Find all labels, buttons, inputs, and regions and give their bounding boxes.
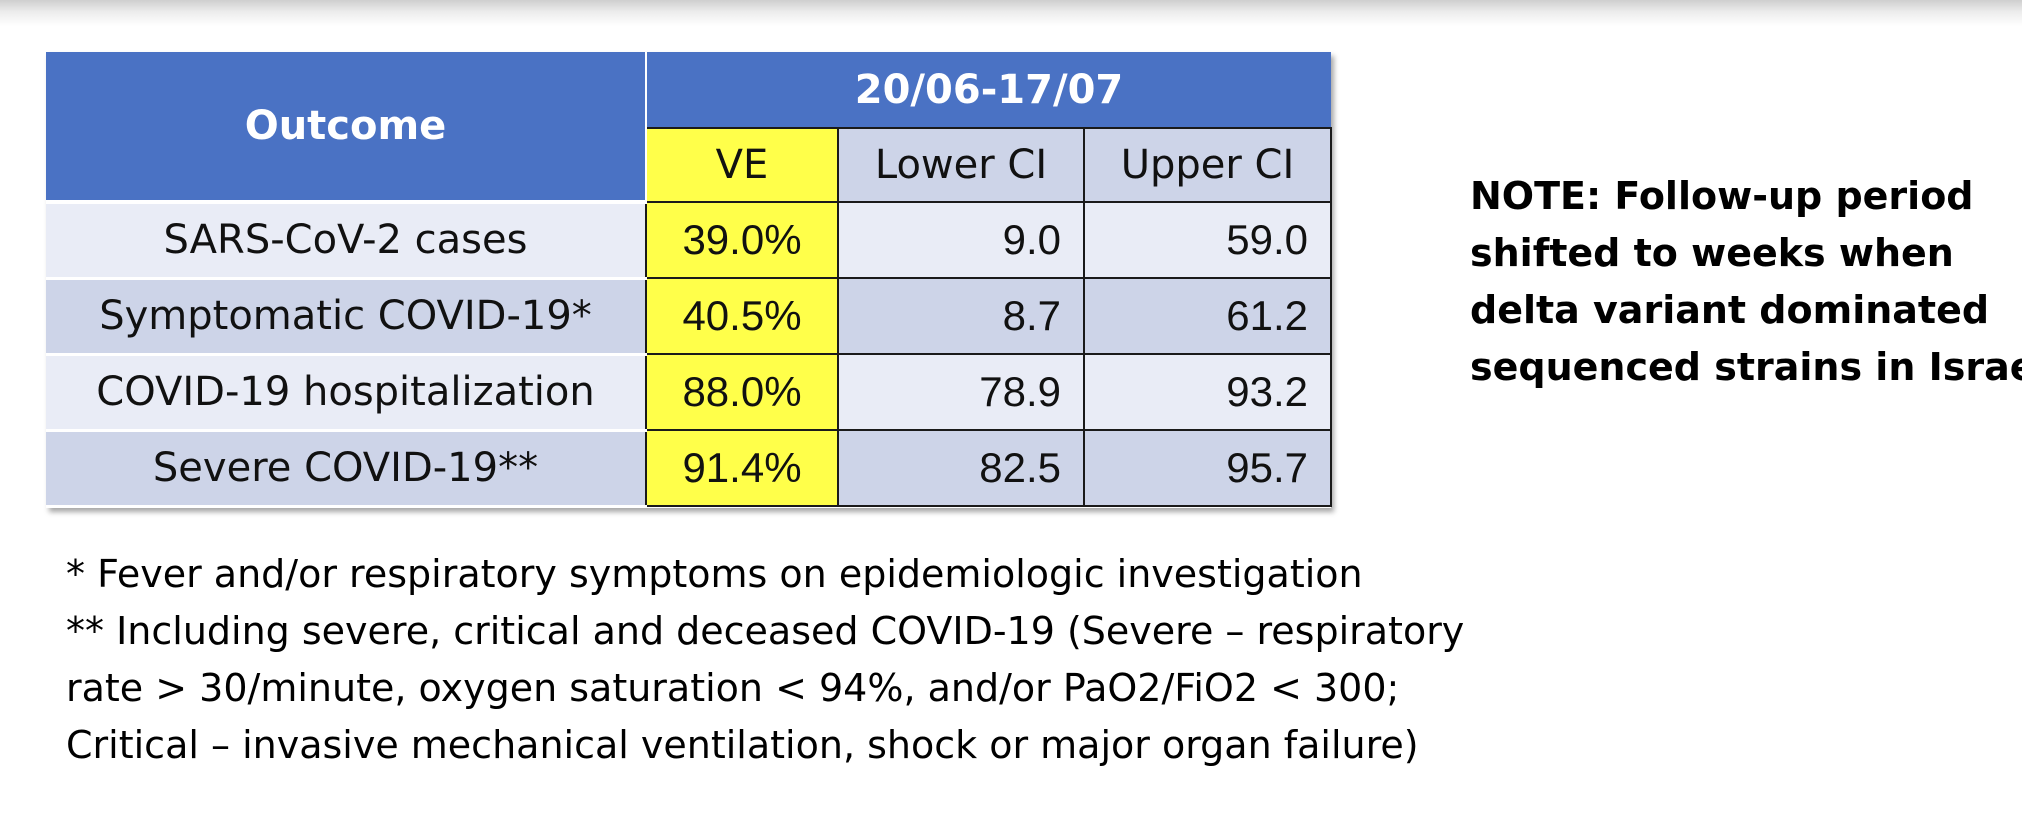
lower-ci-header: Lower CI (837, 127, 1085, 203)
ve-header: VE (645, 127, 839, 203)
footnotes: * Fever and/or respiratory symptoms on e… (66, 546, 1566, 774)
outcome-header: Outcome (46, 52, 647, 204)
period-header: 20/06-17/07 (646, 52, 1331, 129)
ve-cell: 40.5% (645, 277, 839, 355)
note-line: delta variant dominated (1470, 288, 1990, 332)
outcome-cell: Severe COVID-19** (46, 430, 647, 508)
note-line: shifted to weeks when (1470, 231, 1954, 275)
outcome-cell: Symptomatic COVID-19* (46, 278, 647, 356)
ve-cell: 91.4% (645, 429, 839, 507)
outcome-cell: COVID-19 hospitalization (46, 354, 647, 432)
outcome-cell: SARS-CoV-2 cases (46, 202, 647, 280)
header-row-2: VE Lower CI Upper CI (46, 127, 1332, 203)
upper-ci-cell: 95.7 (1083, 429, 1332, 507)
lower-ci-cell: 78.9 (837, 353, 1085, 431)
ve-table-container: Outcome 20/06-17/07 VE Lower CI Upper CI… (46, 52, 1332, 508)
top-shadow (0, 0, 2022, 26)
ve-table: Outcome 20/06-17/07 VE Lower CI Upper CI… (46, 52, 1332, 508)
header-row-1: Outcome 20/06-17/07 (46, 52, 1331, 204)
table-row: Severe COVID-19** 91.4% 82.5 95.7 (46, 429, 1332, 508)
ve-cell: 39.0% (645, 201, 839, 279)
ve-cell: 88.0% (645, 353, 839, 431)
note-line: NOTE: Follow-up period (1470, 174, 1974, 218)
lower-ci-cell: 8.7 (837, 277, 1085, 355)
table-row: SARS-CoV-2 cases 39.0% 9.0 59.0 (46, 201, 1332, 280)
footnote-line: rate > 30/minute, oxygen saturation < 94… (66, 666, 1400, 710)
footnote-line: * Fever and/or respiratory symptoms on e… (66, 552, 1363, 596)
upper-ci-cell: 93.2 (1083, 353, 1332, 431)
footnote-line: ** Including severe, critical and deceas… (66, 609, 1465, 653)
table-row: COVID-19 hospitalization 88.0% 78.9 93.2 (46, 353, 1332, 432)
footnote-line: Critical – invasive mechanical ventilati… (66, 723, 1419, 767)
table-row: Symptomatic COVID-19* 40.5% 8.7 61.2 (46, 277, 1332, 356)
lower-ci-cell: 9.0 (837, 201, 1085, 279)
note-text: NOTE: Follow-up period shifted to weeks … (1470, 168, 2022, 396)
upper-ci-header: Upper CI (1083, 127, 1332, 203)
upper-ci-cell: 59.0 (1083, 201, 1332, 279)
lower-ci-cell: 82.5 (837, 429, 1085, 507)
upper-ci-cell: 61.2 (1083, 277, 1332, 355)
note-line: sequenced strains in Israel (1470, 345, 2022, 389)
